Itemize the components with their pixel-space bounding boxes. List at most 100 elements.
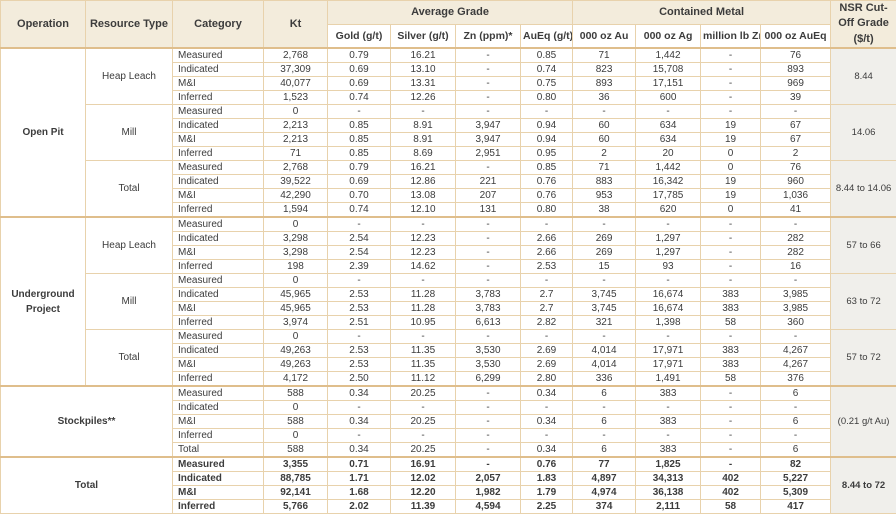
value-cell: 282 [761, 246, 831, 260]
value-cell: 0.70 [328, 189, 391, 203]
value-cell: - [328, 429, 391, 443]
value-cell: 0.34 [328, 415, 391, 429]
value-cell: 2.51 [328, 316, 391, 330]
value-cell: 3,745 [573, 288, 636, 302]
value-cell: 58 [701, 372, 761, 387]
value-cell: 383 [701, 358, 761, 372]
category-cell: M&I [173, 358, 264, 372]
value-cell: 1,297 [636, 246, 701, 260]
value-cell: - [521, 217, 573, 232]
value-cell: 0.95 [521, 147, 573, 161]
value-cell: 131 [456, 203, 521, 218]
value-cell: 588 [264, 386, 328, 401]
value-cell: 3,985 [761, 302, 831, 316]
value-cell: - [391, 105, 456, 119]
value-cell: - [636, 274, 701, 288]
value-cell: - [456, 330, 521, 344]
col-header-gold: Gold (g/t) [328, 24, 391, 48]
value-cell: 60 [573, 133, 636, 147]
value-cell: 4,014 [573, 358, 636, 372]
value-cell: 282 [761, 232, 831, 246]
category-cell: M&I [173, 189, 264, 203]
value-cell: 20 [636, 147, 701, 161]
value-cell: 3,745 [573, 302, 636, 316]
value-cell: 13.31 [391, 77, 456, 91]
value-cell: 17,971 [636, 344, 701, 358]
value-cell: 383 [701, 302, 761, 316]
value-cell: 1.83 [521, 472, 573, 486]
value-cell: 0 [264, 105, 328, 119]
category-cell: Inferred [173, 147, 264, 161]
value-cell: - [456, 443, 521, 458]
value-cell: 402 [701, 472, 761, 486]
value-cell: 12.26 [391, 91, 456, 105]
value-cell: 2,951 [456, 147, 521, 161]
value-cell: 6,613 [456, 316, 521, 330]
value-cell: 88,785 [264, 472, 328, 486]
operation-cell: Stockpiles** [1, 386, 173, 457]
value-cell: 6,299 [456, 372, 521, 387]
operation-cell: Open Pit [1, 48, 86, 217]
value-cell: 49,263 [264, 344, 328, 358]
col-header-oz-aueq: 000 oz AuEq [761, 24, 831, 48]
value-cell: 93 [636, 260, 701, 274]
value-cell: - [761, 429, 831, 443]
value-cell: - [521, 274, 573, 288]
value-cell: - [701, 246, 761, 260]
value-cell: - [701, 386, 761, 401]
value-cell: 269 [573, 246, 636, 260]
value-cell: 1.71 [328, 472, 391, 486]
value-cell: 2.7 [521, 302, 573, 316]
category-cell: M&I [173, 133, 264, 147]
value-cell: 76 [761, 48, 831, 63]
value-cell: - [456, 63, 521, 77]
value-cell: - [701, 429, 761, 443]
value-cell: 2.7 [521, 288, 573, 302]
value-cell: - [701, 443, 761, 458]
value-cell: 1,825 [636, 457, 701, 472]
nsr-cutoff-cell: 63 to 72 [831, 274, 896, 330]
category-cell: Measured [173, 105, 264, 119]
col-header-resource-type: Resource Type [86, 1, 173, 49]
value-cell: 269 [573, 232, 636, 246]
category-cell: Inferred [173, 203, 264, 218]
value-cell: 12.23 [391, 246, 456, 260]
value-cell: 5,309 [761, 486, 831, 500]
col-header-oz-ag: 000 oz Ag [636, 24, 701, 48]
value-cell: 2.82 [521, 316, 573, 330]
value-cell: 49,263 [264, 358, 328, 372]
value-cell: 14.62 [391, 260, 456, 274]
value-cell: 321 [573, 316, 636, 330]
value-cell: 17,151 [636, 77, 701, 91]
value-cell: - [701, 401, 761, 415]
value-cell: 11.28 [391, 288, 456, 302]
value-cell: - [456, 105, 521, 119]
value-cell: 39 [761, 91, 831, 105]
category-cell: Inferred [173, 429, 264, 443]
value-cell: 0.34 [521, 386, 573, 401]
value-cell: - [761, 330, 831, 344]
value-cell: 4,897 [573, 472, 636, 486]
value-cell: - [391, 429, 456, 443]
value-cell: 0.85 [328, 133, 391, 147]
value-cell: 1.79 [521, 486, 573, 500]
value-cell: 221 [456, 175, 521, 189]
value-cell: 38 [573, 203, 636, 218]
value-cell: 13.08 [391, 189, 456, 203]
value-cell: - [456, 48, 521, 63]
value-cell: 0.85 [328, 147, 391, 161]
resource-type-cell: Heap Leach [86, 48, 173, 105]
category-cell: Measured [173, 386, 264, 401]
value-cell: 0.74 [521, 63, 573, 77]
value-cell: 67 [761, 133, 831, 147]
value-cell: 383 [636, 386, 701, 401]
col-header-oz-au: 000 oz Au [573, 24, 636, 48]
value-cell: 0 [264, 217, 328, 232]
value-cell: 0.74 [328, 203, 391, 218]
value-cell: - [573, 274, 636, 288]
value-cell: - [391, 330, 456, 344]
value-cell: 67 [761, 119, 831, 133]
value-cell: 20.25 [391, 415, 456, 429]
